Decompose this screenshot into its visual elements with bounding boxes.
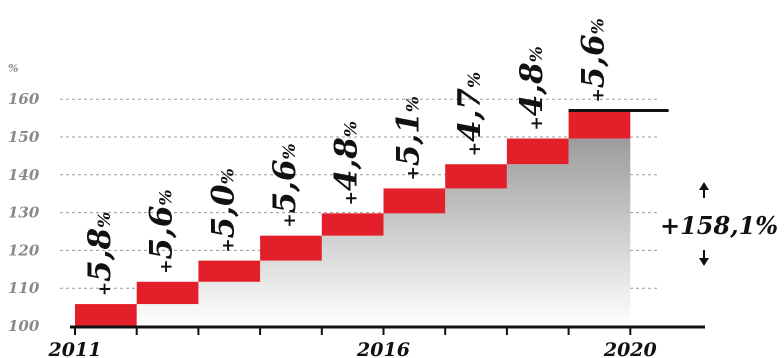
unit-label: % bbox=[8, 62, 18, 75]
x-axis: 2011 2016 2020 bbox=[48, 325, 705, 358]
total-growth: +158,1% bbox=[660, 182, 778, 266]
growth-value-2019: 4,8 bbox=[514, 62, 550, 116]
growth-label-2013: +5,6% bbox=[144, 189, 180, 273]
step-2012 bbox=[75, 304, 137, 326]
growth-label-2014: +5,0% bbox=[205, 168, 241, 252]
growth-label-text-2012: +5,8% bbox=[82, 212, 118, 296]
growth-label-text-2016: +4,8% bbox=[329, 121, 365, 205]
growth-sign-2019: + bbox=[527, 116, 547, 130]
growth-value-2017: 5,1 bbox=[390, 112, 426, 166]
growth-label-text-2019: +4,8% bbox=[514, 46, 550, 130]
total-growth-label: +158,1% bbox=[660, 211, 778, 240]
growth-label-text-2014: +5,0% bbox=[205, 168, 241, 252]
growth-pct-2015: % bbox=[280, 143, 300, 159]
cumulative-area-fill bbox=[75, 138, 631, 326]
growth-label-text-2017: +5,1% bbox=[390, 96, 426, 180]
total-arrow-down-icon bbox=[699, 258, 709, 266]
growth-pct-2018: % bbox=[465, 72, 485, 88]
growth-sign-2013: + bbox=[157, 260, 177, 274]
growth-label-text-2020: +5,6% bbox=[575, 18, 611, 102]
growth-value-2012: 5,8 bbox=[82, 228, 118, 282]
growth-sign-2014: + bbox=[218, 238, 238, 252]
y-tick-120: 120 bbox=[8, 241, 40, 259]
y-tick-130: 130 bbox=[8, 204, 40, 222]
x-label-2020: 2020 bbox=[603, 339, 657, 358]
growth-label-2012: +5,8% bbox=[82, 212, 118, 296]
step-2015 bbox=[260, 235, 322, 261]
growth-pct-2020: % bbox=[588, 18, 608, 34]
growth-label-2016: +4,8% bbox=[329, 121, 365, 205]
y-tick-110: 110 bbox=[8, 279, 40, 297]
growth-label-2017: +5,1% bbox=[390, 96, 426, 180]
growth-value-2020: 5,6 bbox=[575, 34, 611, 88]
growth-sign-2015: + bbox=[280, 213, 300, 227]
step-2013 bbox=[136, 281, 199, 305]
x-label-2016: 2016 bbox=[356, 339, 410, 358]
growth-pct-2012: % bbox=[95, 212, 115, 228]
step-2020 bbox=[568, 110, 631, 139]
growth-value-2016: 4,8 bbox=[329, 137, 365, 191]
growth-value-2013: 5,6 bbox=[144, 206, 180, 260]
growth-pct-2014: % bbox=[218, 168, 238, 184]
x-label-2011: 2011 bbox=[48, 339, 102, 358]
growth-value-2015: 5,6 bbox=[267, 159, 303, 213]
growth-sign-2017: + bbox=[403, 166, 423, 180]
y-tick-100: 100 bbox=[8, 317, 40, 335]
y-tick-140: 140 bbox=[8, 166, 40, 184]
growth-labels: +5,8%+5,6%+5,0%+5,6%+4,8%+5,1%+4,7%+4,8%… bbox=[82, 18, 612, 296]
growth-label-text-2015: +5,6% bbox=[267, 143, 303, 227]
y-tick-150: 150 bbox=[8, 128, 40, 146]
growth-label-2020: +5,6% bbox=[575, 18, 611, 102]
growth-pct-2017: % bbox=[403, 96, 423, 112]
step-2019 bbox=[506, 138, 569, 165]
step-2014 bbox=[198, 260, 261, 282]
step-2017 bbox=[383, 188, 446, 214]
growth-value-2018: 4,7 bbox=[452, 88, 488, 142]
growth-pct-2013: % bbox=[157, 189, 177, 205]
cumulative-area bbox=[75, 138, 631, 326]
growth-sign-2018: + bbox=[465, 142, 485, 156]
growth-pct-2016: % bbox=[342, 121, 362, 137]
growth-value-2014: 5,0 bbox=[205, 184, 241, 238]
step-2016 bbox=[321, 213, 384, 236]
growth-label-2019: +4,8% bbox=[514, 46, 550, 130]
growth-steps bbox=[75, 109, 669, 326]
growth-sign-2020: + bbox=[588, 88, 608, 102]
y-tick-160: 160 bbox=[8, 90, 40, 108]
growth-sign-2016: + bbox=[342, 191, 362, 205]
growth-label-2018: +4,7% bbox=[452, 72, 488, 156]
growth-pct-2019: % bbox=[527, 46, 547, 62]
growth-label-text-2018: +4,7% bbox=[452, 72, 488, 156]
step-2018 bbox=[445, 164, 507, 189]
growth-label-text-2013: +5,6% bbox=[144, 189, 180, 273]
total-arrow-up-icon bbox=[699, 182, 709, 190]
growth-sign-2012: + bbox=[95, 282, 115, 296]
growth-label-2015: +5,6% bbox=[267, 143, 303, 227]
